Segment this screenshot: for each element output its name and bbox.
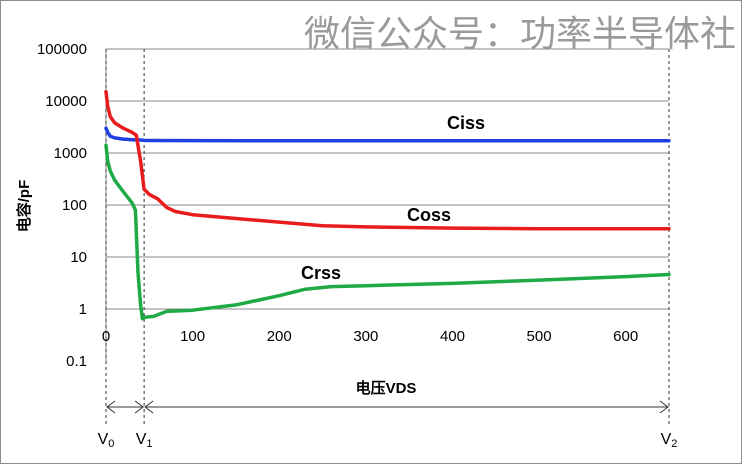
y-tick-label: 10	[70, 249, 87, 266]
y-tick-label: 100000	[37, 41, 87, 58]
x-tick-label: 600	[613, 328, 638, 345]
range-arrow-head	[106, 400, 116, 414]
watermark: 微信公众号：功率半导体社	[304, 13, 736, 54]
x-tick-label: 100	[180, 328, 205, 345]
x-axis-label: 电压VDS	[356, 379, 417, 397]
range-arrow-head	[659, 400, 669, 414]
series-label-coss: Coss	[407, 205, 451, 225]
range-arrow-head	[134, 400, 144, 414]
voltage-markers: V0 V1 V2	[98, 431, 678, 450]
y-tick-label: 10000	[45, 93, 87, 110]
guide-lines	[105, 49, 670, 426]
series-line-ciss	[104, 126, 671, 143]
x-tick-label: 200	[267, 328, 292, 345]
y-tick-label: 1000	[54, 145, 87, 162]
y-tick-label: 100	[62, 197, 87, 214]
series-lines	[104, 90, 671, 321]
y-tick-label: 0.1	[66, 353, 87, 370]
voltage-marker-label: V2	[661, 431, 678, 450]
voltage-marker-label: V1	[136, 431, 153, 450]
grid-lines	[106, 48, 669, 310]
voltage-marker-label: V0	[98, 431, 115, 450]
series-label-ciss: Ciss	[447, 113, 485, 133]
tick-labels: 0.1 1 10 100 1000 10000 100000 0 100 200 300 400 500…	[37, 41, 638, 370]
chart-labels: Ciss Coss Crss	[301, 113, 485, 283]
series-line-crss	[104, 143, 671, 321]
x-tick-label: 400	[440, 328, 465, 345]
range-arrows	[106, 400, 669, 414]
series-label-crss: Crss	[301, 263, 341, 283]
x-tick-label: 500	[527, 328, 552, 345]
range-arrow-head	[144, 400, 154, 414]
y-tick-label: 1	[79, 301, 87, 318]
series-line-coss	[104, 90, 671, 231]
x-tick-label: 300	[353, 328, 378, 345]
x-tick-label: 0	[102, 328, 110, 345]
y-axis-label: 电容/pF	[15, 180, 33, 233]
